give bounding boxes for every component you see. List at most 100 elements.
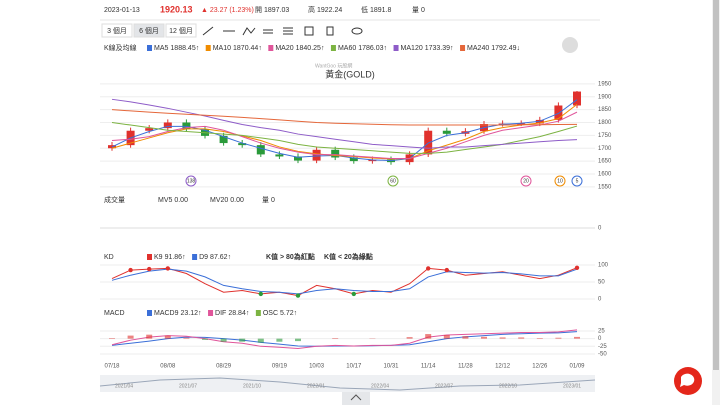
candle-body <box>294 156 302 161</box>
chevron <box>350 394 362 401</box>
legend-arrow: ↑ <box>321 45 325 52</box>
period-marker-label: 20 <box>523 178 529 184</box>
legend-name: MA5 <box>154 45 169 52</box>
panel-label: MACD <box>104 310 125 317</box>
x-tick-label: 07/18 <box>104 364 120 370</box>
legend-name: MA20 <box>275 45 293 52</box>
legend-name: MA120 <box>401 45 423 52</box>
legend-arrow: ↑ <box>228 254 232 261</box>
period-marker-label: 60 <box>390 178 396 184</box>
range-button[interactable] <box>101 23 133 38</box>
legend-item: MV20 0.00 <box>210 197 244 204</box>
legend-name: OSC <box>263 310 278 317</box>
scroll-thumb[interactable] <box>713 0 719 370</box>
legend-swatch <box>268 45 274 51</box>
series-line <box>111 98 578 149</box>
legend-name: MA10 <box>213 45 231 52</box>
watermark: WantGoo 玩股網 <box>315 62 352 69</box>
navigator-label: 2022/04 <box>371 383 389 389</box>
candle-body <box>554 105 563 120</box>
low: 低 1891.8 <box>361 5 391 14</box>
logo <box>562 37 578 53</box>
legend-swatch <box>208 310 214 316</box>
period-marker <box>185 175 197 187</box>
legend-name: DIF <box>215 310 226 317</box>
legend-value: 28.84 <box>228 310 246 317</box>
osc-bar <box>481 336 487 339</box>
navigator-label: 2021/07 <box>179 383 197 389</box>
legend-value: 5.72 <box>280 310 294 317</box>
navigator[interactable] <box>100 375 595 392</box>
kd-dot <box>147 266 152 272</box>
range-button[interactable] <box>133 23 165 38</box>
y-tick-label: 0 <box>598 336 602 342</box>
legend-swatch <box>205 45 211 51</box>
y-tick-label: 1600 <box>598 172 612 178</box>
candle-body <box>163 122 172 129</box>
y-tick-label: -50 <box>598 352 607 358</box>
legend-swatch <box>192 254 198 260</box>
navigator-label: 2023/01 <box>563 383 581 389</box>
legend-arrow: ↑ <box>196 45 200 52</box>
legend-name: MACD9 <box>154 310 179 317</box>
legend-arrow: ↑ <box>450 45 454 52</box>
legend-arrow: ↑ <box>384 45 388 52</box>
legend-arrow: ↑ <box>198 310 202 317</box>
drawing-tools[interactable] <box>202 26 363 36</box>
navigator-label: 2022/01 <box>307 383 325 389</box>
x-tick-label: 12/26 <box>532 364 548 370</box>
osc-bar <box>183 337 190 339</box>
candle-body <box>349 157 358 162</box>
y-tick-label: 1950 <box>598 81 612 87</box>
series-line <box>111 329 578 349</box>
x-tick-label: 11/14 <box>421 364 436 370</box>
osc-bar <box>257 338 264 343</box>
kd-dot <box>165 266 170 271</box>
y-tick-label: 50 <box>598 280 605 286</box>
candle-body <box>238 143 247 146</box>
collapse-button[interactable] <box>342 392 370 405</box>
legend-item: MV5 0.00 <box>158 197 188 204</box>
y-tick-label: 1900 <box>598 94 612 100</box>
osc-bar <box>518 337 525 339</box>
x-tick-label: 08/08 <box>160 364 176 370</box>
legend-value: 1840.25 <box>296 45 321 52</box>
kd-dot <box>574 265 580 270</box>
note: K值 < 20為綠點 <box>324 252 373 261</box>
series-line <box>111 267 578 297</box>
legend-name: MA60 <box>338 45 356 52</box>
osc-bar <box>462 336 469 339</box>
y-tick-label: 1550 <box>598 184 612 190</box>
toolbar: 3 個月 6 個月 12 個月 <box>101 23 197 38</box>
y-tick-label: 0 <box>598 297 602 303</box>
x-tick-label: 12/12 <box>495 364 511 370</box>
range-label[interactable]: 12 個月 <box>169 26 193 35</box>
price: 1920.13 <box>160 4 193 14</box>
candle-body <box>331 149 340 158</box>
legend-arrow: ↑ <box>258 45 262 52</box>
osc-bar <box>127 335 134 339</box>
y-tick-label: 25 <box>598 329 605 335</box>
osc-bar <box>239 338 246 342</box>
change: ▲ 23.27 (1.23%) <box>201 7 254 14</box>
chart-title: 黃金(GOLD) <box>325 68 375 79</box>
osc-bar <box>425 334 432 339</box>
legend-swatch <box>147 310 152 316</box>
y-tick-label: 1700 <box>598 146 612 152</box>
period-marker-label: 5 <box>576 178 579 184</box>
y-tick-label: 1650 <box>598 159 612 165</box>
period-marker-label: 10 <box>557 178 563 184</box>
osc-bar <box>443 334 450 339</box>
range-button[interactable] <box>165 23 197 38</box>
range-label[interactable]: 3 個月 <box>107 26 127 35</box>
legend-value: 1870.44 <box>233 45 258 52</box>
x-tick-label: 10/31 <box>383 364 399 370</box>
series-line <box>111 103 578 160</box>
series-line <box>111 268 578 295</box>
osc-bar <box>202 338 208 340</box>
range-label[interactable]: 6 個月 <box>139 26 159 35</box>
navigator-line <box>99 377 596 391</box>
y-tick-label: 1750 <box>598 133 612 139</box>
legend-arrow: ↑ <box>294 310 298 317</box>
